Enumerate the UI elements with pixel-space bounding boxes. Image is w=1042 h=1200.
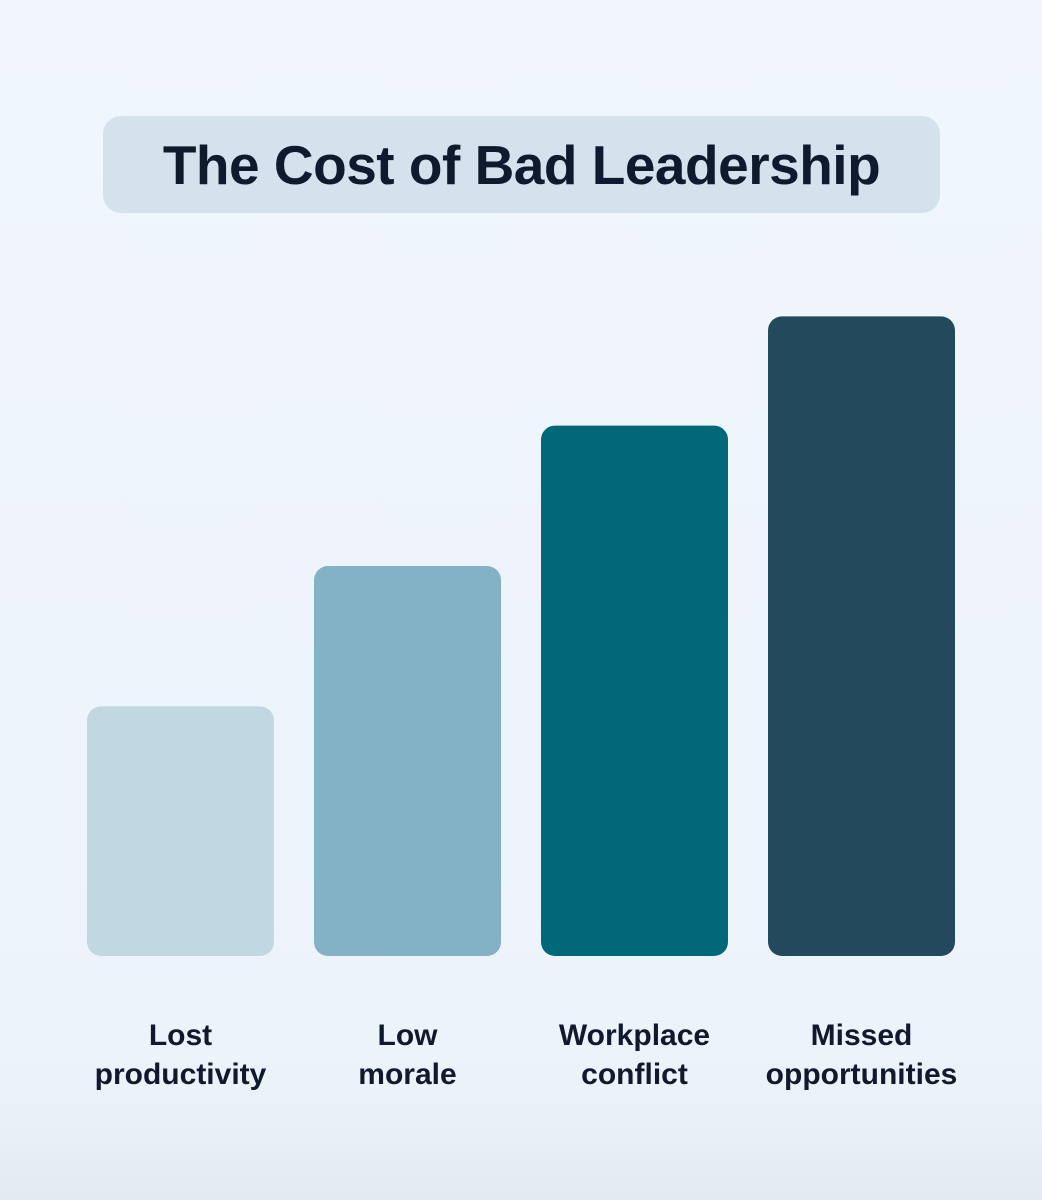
- category-label-missed-opportunities-line2: opportunities: [766, 1058, 958, 1091]
- chart-title-banner: The Cost of Bad Leadership: [103, 116, 940, 213]
- category-label-lost-productivity-line2: productivity: [95, 1058, 267, 1091]
- bottom-shade: [0, 1140, 1042, 1200]
- category-label-workplace-conflict-line2: conflict: [581, 1058, 688, 1091]
- category-label-low-morale-line2: morale: [358, 1058, 456, 1091]
- category-label-lost-productivity-line1: Lost: [149, 1019, 212, 1052]
- category-label-workplace-conflict-line1: Workplace: [559, 1019, 710, 1052]
- bar-lost-productivity: [87, 706, 274, 956]
- bar-missed-opportunities: [768, 316, 955, 956]
- chart-title: The Cost of Bad Leadership: [162, 133, 881, 196]
- bar-workplace-conflict: [541, 425, 728, 957]
- bar-low-morale: [314, 566, 501, 956]
- category-label-missed-opportunities-line1: Missed: [811, 1019, 913, 1052]
- category-label-low-morale-line1: Low: [378, 1019, 439, 1052]
